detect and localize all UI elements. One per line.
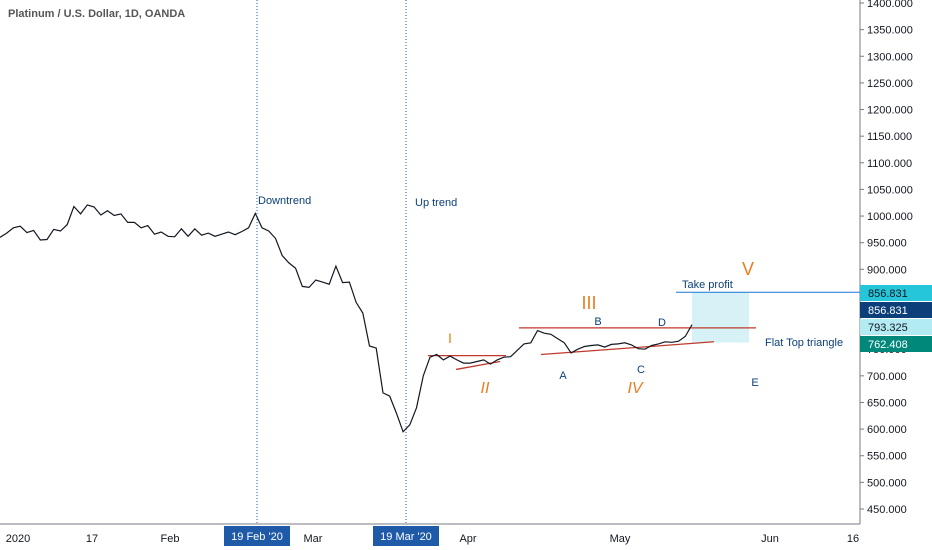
plot-background [0,0,860,524]
wave-ii-label: II [481,380,490,397]
x-tick-label: 2020 [6,533,30,545]
y-tick-label: 1400.000 [867,0,913,10]
x-tick-label: Apr [459,533,476,545]
wave-d-label: D [658,317,666,329]
uptrend-label: Up trend [415,197,457,209]
x-tick-label: Mar [304,533,323,545]
price-tag-label: 793.325 [868,322,908,334]
y-tick-label: 600.000 [867,424,907,436]
x-tick-label: May [610,533,631,545]
wave-c-label: C [637,364,645,376]
y-tick-label: 1250.000 [867,78,913,90]
date-badge-label: 19 Mar '20 [380,531,432,543]
price-line [0,204,693,433]
y-tick-label: 1100.000 [867,158,912,170]
y-tick-label: 1050.000 [867,184,913,196]
wave-i-label: I [448,330,452,346]
date-badge-label: 19 Feb '20 [231,531,283,543]
price-tag-bg [860,336,932,352]
y-tick-label: 1350.000 [867,25,913,37]
y-tick-label: 700.000 [867,371,907,383]
y-tick-label: 1000.000 [867,211,913,223]
analysis-overlays [428,291,860,371]
wave-v-label: V [742,259,754,279]
annotations: Downtrend Up trend Take profit Flat Top tri… [258,195,843,397]
wave-e-label: E [751,377,758,389]
price-tag-label: 762.408 [868,339,908,351]
price-tag-label: 856.831 [868,288,908,300]
price-tag: 762.408 [860,336,932,352]
wave-iii-label: III [581,293,596,313]
wave-iv-label: IV [627,380,643,397]
wave-a-label: A [559,370,567,382]
take-profit-label: Take profit [682,279,733,291]
chart-title: Platinum / U.S. Dollar, 1D, OANDA [8,8,186,20]
y-tick-label: 900.000 [867,264,907,276]
target-box [692,292,749,343]
date-badge: 19 Mar '20 [373,526,439,546]
x-tick-label: Jun [761,533,779,545]
price-tag-label: 856.831 [868,305,908,317]
date-badge-bg [224,526,290,546]
price-tag: 793.325 [860,319,932,335]
downtrend-label: Downtrend [258,195,311,207]
x-axis[interactable]: 2020 17 Feb Mar Apr May Jun 16 19 Feb '20 19 Mar … [0,523,860,546]
x-tick-label: 16 [847,533,859,545]
rising-support-line [540,341,715,356]
price-tag-bg [860,319,932,335]
x-tick-label: 17 [86,533,98,545]
x-tick-label: Feb [161,533,180,545]
y-tick-label: 650.000 [867,397,907,409]
y-axis[interactable]: 1400.000 1350.000 1300.000 1250.000 1200.000… [859,0,913,524]
y-tick-label: 1300.000 [867,51,913,63]
price-tag: 856.831 [860,302,932,318]
date-markers [256,0,407,524]
price-tag-bg [860,302,932,318]
price-tag-bg [860,285,932,301]
date-badge-bg [373,526,439,546]
y-tick-label: 1200.000 [867,105,913,117]
y-tick-label: 450.000 [867,504,907,516]
price-tag: 856.831 [860,285,932,301]
y-tick-label: 950.000 [867,238,907,250]
y-tick-label: 550.000 [867,451,907,463]
wave-b-label: B [594,316,601,328]
date-badge: 19 Feb '20 [224,526,290,546]
y-tick-label: 1150.000 [867,131,912,143]
price-labels: 856.831 856.831 793.325 762.408 [860,285,932,352]
y-tick-label: 500.000 [867,477,907,489]
flat-top-label: Flat Top triangle [765,337,843,349]
